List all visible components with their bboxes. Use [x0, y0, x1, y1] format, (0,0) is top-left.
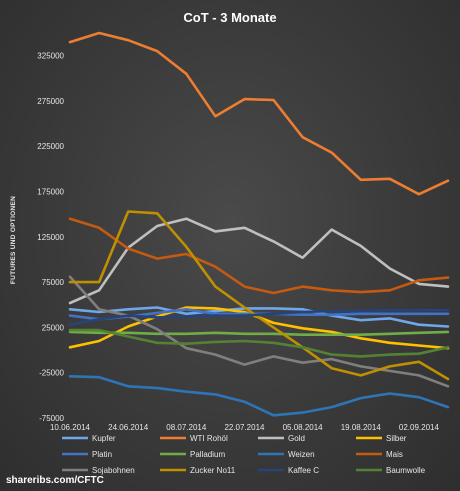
series-line-mais — [68, 217, 450, 295]
series-line-kupfer — [68, 306, 450, 328]
y-axis-label: FUTURES UND OPTIONEN — [10, 196, 17, 284]
legend-label-gold: Gold — [288, 434, 305, 443]
legend-label-silber: Silber — [386, 434, 407, 443]
y-tick-label: 325000 — [37, 52, 64, 61]
x-tick-label: 22.07.2014 — [224, 423, 265, 432]
legend-label-kaffee-c: Kaffee C — [288, 466, 319, 475]
legend-label-weizen: Weizen — [288, 450, 315, 459]
legend-label-sojabohnen: Sojabohnen — [92, 466, 135, 475]
series-line-palladium — [68, 330, 450, 337]
series-line-zucker-no11 — [68, 210, 450, 381]
legend-label-mais: Mais — [386, 450, 403, 459]
legend-label-platin: Platin — [92, 450, 112, 459]
source-credit: shareribs.com/CFTC — [6, 475, 104, 486]
series-line-kaffee-c — [68, 308, 450, 327]
y-tick-label: 275000 — [37, 97, 64, 106]
x-tick-label: 24.06.2014 — [108, 423, 149, 432]
x-tick-label: 02.09.2014 — [399, 423, 440, 432]
series-line-baumwolle — [68, 328, 450, 358]
y-tick-label: 75000 — [42, 278, 65, 287]
y-tick-label: 225000 — [37, 142, 64, 151]
legend-label-wti-roh-l: WTI Rohöl — [190, 434, 228, 443]
series-line-weizen — [68, 374, 450, 417]
x-tick-label: 08.07.2014 — [166, 423, 207, 432]
series-line-gold — [68, 217, 450, 305]
series-line-wti-roh-l — [68, 31, 450, 196]
legend-label-zucker-no11: Zucker No11 — [190, 466, 236, 475]
x-tick-label: 19.08.2014 — [341, 423, 382, 432]
x-tick-label: 10.06.2014 — [50, 423, 91, 432]
y-tick-label: 25000 — [42, 323, 65, 332]
y-tick-label: -25000 — [39, 369, 64, 378]
legend-label-baumwolle: Baumwolle — [386, 466, 426, 475]
y-tick-label: 175000 — [37, 188, 64, 197]
y-tick-label: 125000 — [37, 233, 64, 242]
legend-label-palladium: Palladium — [190, 450, 225, 459]
y-tick-label: -75000 — [39, 414, 64, 423]
x-tick-label: 05.08.2014 — [283, 423, 324, 432]
chart-title: CoT - 3 Monate — [183, 10, 276, 25]
series-line-sojabohnen — [68, 275, 450, 388]
legend-label-kupfer: Kupfer — [92, 434, 116, 443]
